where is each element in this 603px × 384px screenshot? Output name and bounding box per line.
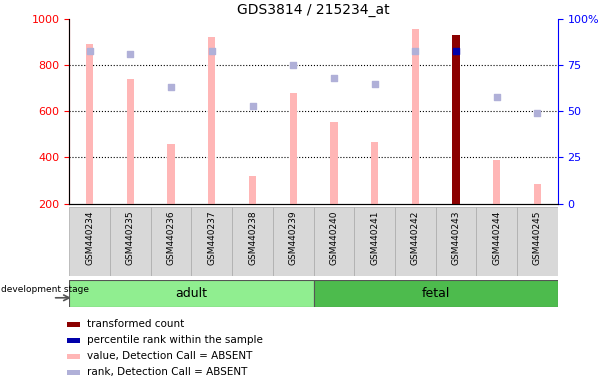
Bar [86, 44, 93, 204]
Text: value, Detection Call = ABSENT: value, Detection Call = ABSENT [87, 351, 253, 361]
Bar [289, 93, 297, 204]
FancyBboxPatch shape [192, 207, 232, 276]
Bar [68, 354, 80, 359]
Bar [127, 79, 134, 204]
Bar [493, 160, 500, 204]
Text: GSM440238: GSM440238 [248, 211, 257, 265]
Bar [452, 35, 459, 204]
Point [370, 81, 379, 87]
FancyBboxPatch shape [273, 207, 314, 276]
FancyBboxPatch shape [435, 207, 476, 276]
Text: GSM440234: GSM440234 [85, 211, 94, 265]
Bar [68, 338, 80, 343]
Point [248, 103, 257, 109]
FancyBboxPatch shape [69, 280, 314, 307]
Title: GDS3814 / 215234_at: GDS3814 / 215234_at [237, 3, 390, 17]
FancyBboxPatch shape [314, 207, 354, 276]
Text: GSM440241: GSM440241 [370, 211, 379, 265]
FancyBboxPatch shape [517, 207, 558, 276]
Text: GSM440245: GSM440245 [533, 211, 542, 265]
Point [207, 48, 216, 54]
Point [85, 48, 95, 54]
Point [288, 62, 298, 68]
Bar [168, 144, 175, 204]
Text: transformed count: transformed count [87, 319, 185, 329]
Text: GSM440237: GSM440237 [207, 211, 216, 265]
Text: adult: adult [175, 287, 207, 300]
Point [411, 48, 420, 54]
Bar [249, 176, 256, 204]
Bar [371, 142, 378, 204]
FancyBboxPatch shape [395, 207, 435, 276]
Text: GSM440236: GSM440236 [166, 211, 175, 265]
Point [532, 110, 542, 116]
Text: percentile rank within the sample: percentile rank within the sample [87, 335, 263, 345]
Bar [68, 322, 80, 327]
FancyBboxPatch shape [110, 207, 151, 276]
Bar [68, 370, 80, 375]
Bar [208, 37, 215, 204]
Point [451, 48, 461, 54]
FancyBboxPatch shape [476, 207, 517, 276]
Bar [330, 122, 338, 204]
FancyBboxPatch shape [232, 207, 273, 276]
Text: GSM440243: GSM440243 [452, 211, 461, 265]
FancyBboxPatch shape [69, 207, 110, 276]
Text: fetal: fetal [421, 287, 450, 300]
Point [329, 75, 339, 81]
Text: GSM440240: GSM440240 [329, 211, 338, 265]
FancyBboxPatch shape [314, 280, 558, 307]
Text: GSM440242: GSM440242 [411, 211, 420, 265]
Text: rank, Detection Call = ABSENT: rank, Detection Call = ABSENT [87, 367, 248, 377]
Bar [412, 29, 419, 204]
FancyBboxPatch shape [151, 207, 192, 276]
Point [166, 84, 176, 91]
FancyBboxPatch shape [354, 207, 395, 276]
Text: development stage: development stage [1, 285, 89, 294]
Text: GSM440244: GSM440244 [492, 211, 501, 265]
Bar [534, 184, 541, 204]
Point [125, 51, 135, 57]
Text: GSM440235: GSM440235 [126, 211, 135, 265]
Point [492, 94, 502, 100]
Text: GSM440239: GSM440239 [289, 211, 298, 265]
